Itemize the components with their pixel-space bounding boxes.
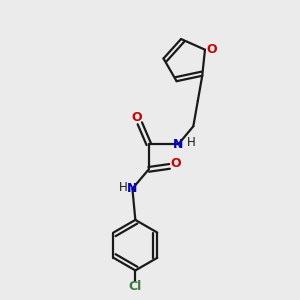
Text: N: N xyxy=(127,182,138,195)
Text: O: O xyxy=(170,157,181,170)
Text: O: O xyxy=(131,112,142,124)
Text: O: O xyxy=(206,43,217,56)
Text: H: H xyxy=(118,181,127,194)
Text: Cl: Cl xyxy=(129,280,142,293)
Text: H: H xyxy=(187,136,195,149)
Text: N: N xyxy=(173,138,184,151)
